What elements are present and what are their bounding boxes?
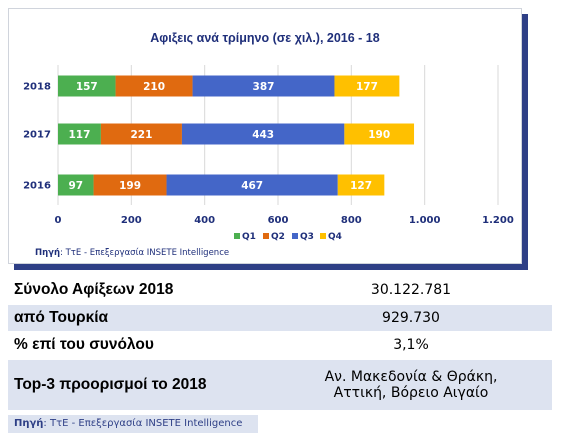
bar-2017-Q4 <box>344 123 415 145</box>
bar-2016-Q4 <box>337 174 385 196</box>
bar-2018-Q4 <box>334 75 400 97</box>
share-label: % επί του συνόλου <box>14 336 154 353</box>
chart-title: Αφιξεις ανά τρίμηνο (σε χιλ.), 2016 - 18 <box>150 31 379 45</box>
bar-2016-Q3 <box>166 174 338 196</box>
top-destinations-label: Top-3 προορισμοί το 2018 <box>14 376 207 393</box>
x-tick-label-400: 400 <box>194 215 215 226</box>
bar-label-2017-Q1: 117 <box>68 129 90 141</box>
bar-label-2016-Q1: 97 <box>68 180 83 192</box>
bar-2018-Q3 <box>192 75 335 97</box>
bar-2017-Q3 <box>181 123 345 145</box>
x-tick-label-1000: 1.000 <box>409 215 441 226</box>
table-row-share: % επί του συνόλου 3,1% <box>8 333 552 357</box>
bar-2018-Q1 <box>58 75 116 97</box>
total-arrivals-label: Σύνολο Αφίξεων 2018 <box>14 281 174 298</box>
bar-label-2016-Q2: 199 <box>119 180 141 192</box>
bar-label-2017-Q4: 190 <box>368 129 390 141</box>
chart-panel: Αφιξεις ανά τρίμηνο (σε χιλ.), 2016 - 18… <box>8 8 522 264</box>
bar-label-2017-Q2: 221 <box>130 129 152 141</box>
bar-label-2018-Q1: 157 <box>76 81 98 93</box>
legend-swatch-Q1 <box>234 233 240 239</box>
total-arrivals-value: 30.122.781 <box>370 282 452 298</box>
table-row-total: Σύνολο Αφίξεων 2018 30.122.781 <box>8 278 552 302</box>
top-destinations-line-2: Αττική, Βόρειο Αιγαίο <box>333 385 489 401</box>
source-label: Πηγή <box>14 418 44 429</box>
legend-label-Q1: Q1 <box>242 232 256 242</box>
top-destinations-value: Αν. Μακεδονία & Θράκη, Αττική, Βόρειο Αι… <box>270 369 552 401</box>
legend-swatch-Q3 <box>292 233 298 239</box>
legend-label-Q3: Q3 <box>300 232 314 242</box>
bar-label-2017-Q3: 443 <box>252 129 274 141</box>
source-note: Πηγή: ΤτΕ - Επεξεργασία INSETE Intellige… <box>8 415 258 433</box>
table-row-destinations: Top-3 προορισμοί το 2018 Αν. Μακεδονία &… <box>8 360 552 410</box>
x-tick-label-800: 800 <box>341 215 362 226</box>
legend-label-Q4: Q4 <box>328 232 342 242</box>
bar-2017-Q2 <box>100 123 182 145</box>
source-text: : ΤτΕ - Επεξεργασία INSETE Intelligence <box>43 418 243 429</box>
stacked-bar-chart: Αφιξεις ανά τρίμηνο (σε χιλ.), 2016 - 18… <box>23 31 514 258</box>
chart-source-label: Πηγή <box>35 248 60 258</box>
chart-source-text: : ΤτΕ - Επεξεργασία INSETE Intelligence <box>60 248 229 258</box>
category-label-2018: 2018 <box>23 82 51 93</box>
bar-2016-Q1 <box>58 174 94 196</box>
bar-label-2016-Q4: 127 <box>350 180 372 192</box>
bar-2016-Q2 <box>93 174 167 196</box>
top-destinations-line-1: Αν. Μακεδονία & Θράκη, <box>324 369 498 385</box>
legend-label-Q2: Q2 <box>271 232 285 242</box>
bar-label-2018-Q4: 177 <box>356 81 378 93</box>
category-label-2017: 2017 <box>23 130 51 141</box>
x-tick-label-0: 0 <box>55 215 62 226</box>
share-value: 3,1% <box>393 337 429 353</box>
from-turkey-value: 929.730 <box>382 310 440 326</box>
bar-label-2016-Q3: 467 <box>241 180 263 192</box>
from-turkey-label: από Τουρκία <box>14 309 109 326</box>
chart-source-note: Πηγή: ΤτΕ - Επεξεργασία INSETE Intellige… <box>35 248 229 258</box>
table-row-turkey: από Τουρκία 929.730 <box>8 305 552 331</box>
x-tick-label-200: 200 <box>121 215 142 226</box>
category-label-2016: 2016 <box>23 181 51 192</box>
bar-label-2018-Q2: 210 <box>143 81 165 93</box>
bar-2017-Q1 <box>58 123 101 145</box>
bar-2018-Q2 <box>115 75 193 97</box>
bar-label-2018-Q3: 387 <box>253 81 275 93</box>
legend-swatch-Q2 <box>263 233 269 239</box>
legend-swatch-Q4 <box>320 233 326 239</box>
x-tick-label-1200: 1.200 <box>482 215 514 226</box>
x-tick-label-600: 600 <box>268 215 289 226</box>
